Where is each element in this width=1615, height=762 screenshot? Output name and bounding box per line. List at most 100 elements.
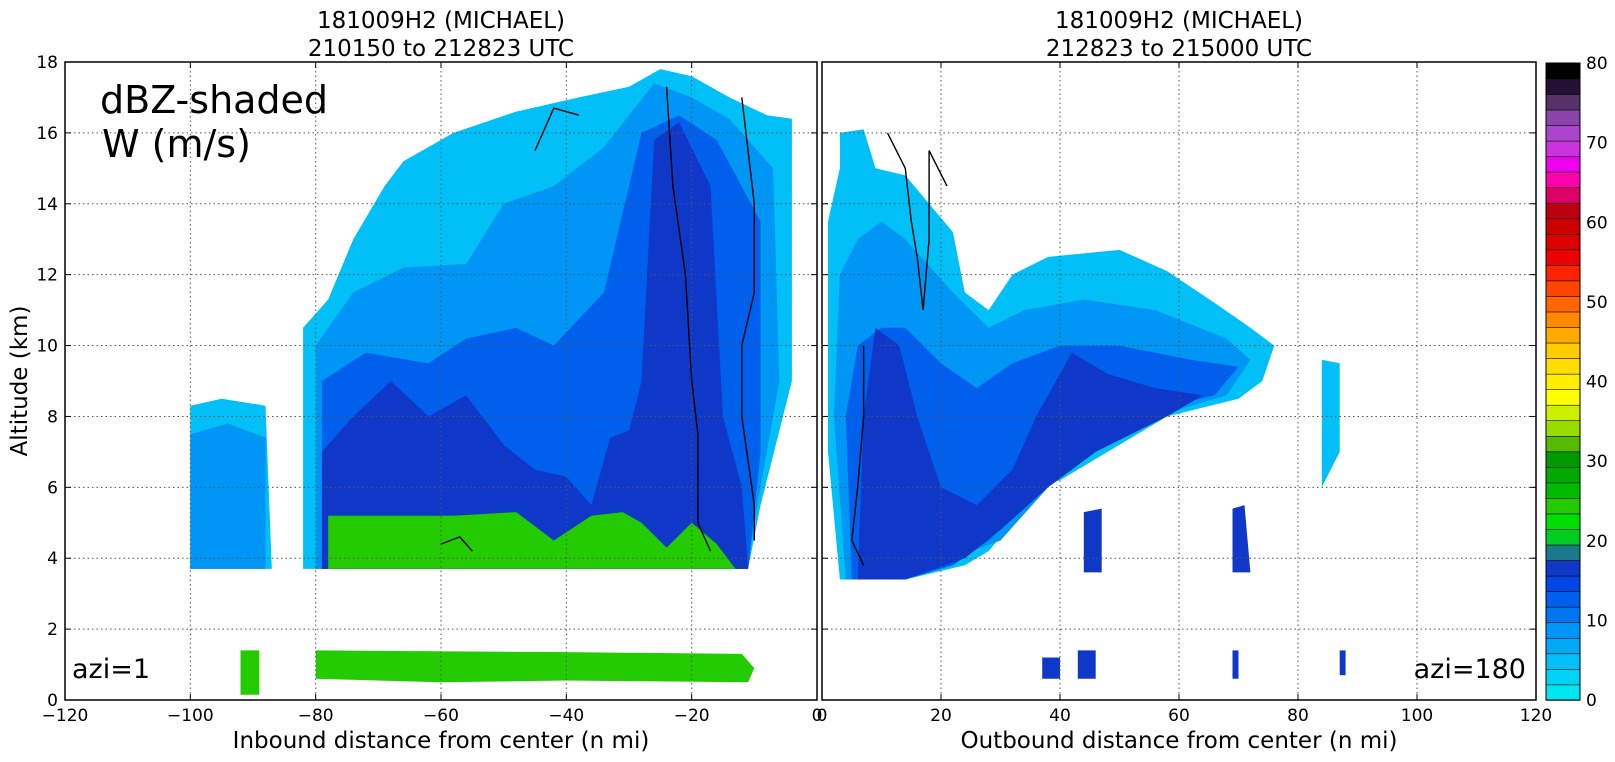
colorbar-label-1: 10 [1586,611,1608,631]
colorbar-swatch-6 [1545,590,1581,608]
right-xtick-label-3: 60 [1168,706,1190,726]
colorbar-swatch-14 [1545,466,1581,484]
colorbar-swatch-7 [1545,575,1581,592]
colorbar-swatch-37 [1545,109,1581,126]
colorbar-swatch-8 [1545,559,1581,577]
colorbar-label-8: 80 [1586,54,1608,74]
colorbar-swatch-9 [1545,544,1581,561]
right-dbz-region-6 [1083,508,1102,573]
right-dbz-region-8 [1077,650,1096,679]
left-xtick-label-4: −40 [548,706,584,726]
ytick-label-0: 0 [47,691,58,711]
ytick-label-5: 10 [36,337,58,357]
colorbar-label-5: 50 [1586,293,1608,313]
colorbar-label-6: 60 [1586,213,1608,233]
colorbar-swatch-35 [1545,140,1581,157]
left-xtick-label-6: 0 [812,706,823,726]
colorbar-swatch-13 [1545,482,1581,499]
left-xtick-label-3: −60 [423,706,459,726]
colorbar-frame [1545,62,1581,701]
colorbar-swatch-36 [1545,124,1581,142]
left-azimuth-label: azi=1 [72,654,150,685]
colorbar-swatch-30 [1545,218,1581,235]
right-w-contour-1 [851,345,865,566]
left-dbz-region-6 [328,512,736,569]
colorbar-swatch-28 [1545,249,1581,266]
left-w-contour-1 [741,97,755,541]
ytick-label-3: 6 [47,478,58,498]
colorbar-swatch-16 [1545,435,1581,453]
left-dbz-region-2 [190,423,266,569]
left-dbz-region-7 [240,650,260,695]
right-w-contour-0 [886,132,948,311]
ytick-label-7: 14 [36,195,58,215]
colorbar-swatch-34 [1545,155,1581,173]
right-xtick-label-6: 120 [1520,706,1552,726]
right-dbz-region-3 [857,327,1203,580]
right-xtick-label-2: 40 [1049,706,1071,726]
colorbar-swatch-3 [1545,637,1581,655]
legend-text-line2: W (m/s) [102,122,251,166]
left-w-contours [440,86,755,552]
left-w-contour-0 [665,86,712,552]
colorbar-swatch-26 [1545,280,1581,297]
colorbar-swatch-27 [1545,264,1581,282]
colorbar-swatch-18 [1545,404,1581,422]
colorbar-swatch-20 [1545,373,1581,390]
right-panel: 0 20 40 60 80 100 120 181009H2 (MICHAEL) 21282… [817,8,1553,754]
right-title-line1: 181009H2 (MICHAEL) [1055,8,1303,34]
ytick-label-4: 8 [47,407,58,427]
colorbar-label-0: 0 [1586,691,1597,711]
colorbar-swatch-39 [1545,78,1581,95]
right-xtick-label-5: 100 [1401,706,1433,726]
colorbar-swatch-40 [1545,62,1581,80]
colorbar-swatch-32 [1545,186,1581,204]
right-dbz-region-9 [1232,650,1239,679]
right-title-line2: 212823 to 215000 UTC [1046,36,1312,62]
left-panel: −120 −100 −80 −60 −40 −20 0 0 2 4 6 8 10 12 14 16 18 181… [7,8,822,754]
ytick-label-1: 2 [47,620,58,640]
colorbar-swatch-5 [1545,606,1581,624]
right-dbz-region-5 [1232,505,1251,573]
right-xtick-label-4: 80 [1287,706,1309,726]
colorbar-swatch-0 [1545,684,1581,701]
right-grid [822,62,1536,700]
left-reflectivity-field [190,69,792,695]
left-x-axis-label: Inbound distance from center (n mi) [233,728,650,754]
colorbar-swatch-31 [1545,202,1581,220]
right-azimuth-label: azi=180 [1414,654,1526,685]
left-grid [65,62,817,700]
ytick-label-8: 16 [36,124,58,144]
right-xtick-label-1: 20 [930,706,952,726]
colorbar-swatch-15 [1545,451,1581,468]
y-axis-label: Altitude (km) [7,306,33,457]
colorbar-label-2: 20 [1586,532,1608,552]
colorbar-label-3: 30 [1586,452,1608,472]
colorbar-swatch-23 [1545,326,1581,344]
colorbar-swatch-21 [1545,357,1581,375]
left-title-line2: 210150 to 212823 UTC [308,36,574,62]
right-reflectivity-field [828,129,1346,679]
colorbar-swatch-33 [1545,171,1581,188]
colorbar-swatch-25 [1545,295,1581,313]
left-xtick-label-5: −20 [674,706,710,726]
ytick-label-9: 18 [36,53,58,73]
left-dbz-region-8 [315,650,755,683]
left-xtick-label-1: −100 [167,706,214,726]
right-xtick-label-0: 0 [817,706,828,726]
ytick-label-2: 4 [47,549,58,569]
legend-text-line1: dBZ-shaded [100,78,328,122]
left-w-contour-3 [440,536,473,552]
right-dbz-region-10 [1339,650,1346,676]
colorbar-swatch-2 [1545,653,1581,670]
ytick-label-6: 12 [36,266,58,286]
left-ticks: −120 −100 −80 −60 −40 −20 0 0 2 4 6 8 10 12 14 16 18 [36,53,822,726]
colorbar-swatch-24 [1545,311,1581,328]
colorbar-label-4: 40 [1586,373,1608,393]
colorbar-swatch-10 [1545,528,1581,546]
left-title-line1: 181009H2 (MICHAEL) [317,8,565,34]
left-xtick-label-2: −80 [298,706,334,726]
colorbar-swatch-17 [1545,420,1581,437]
right-w-contours [851,132,948,566]
